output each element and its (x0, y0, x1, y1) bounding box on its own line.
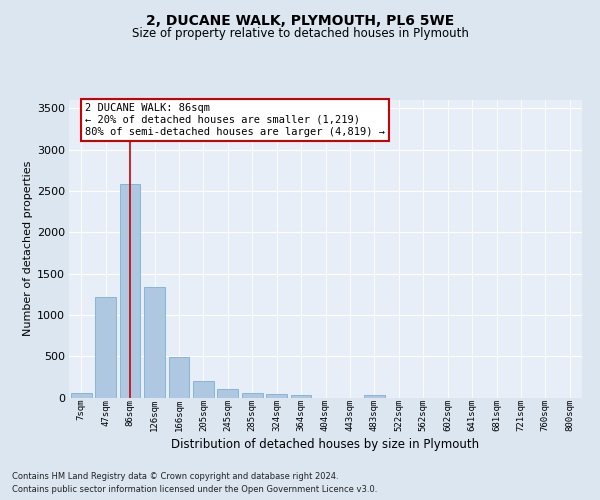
Bar (266, 394, 287, 398)
Text: Contains HM Land Registry data © Crown copyright and database right 2024.: Contains HM Land Registry data © Crown c… (12, 472, 338, 481)
Bar (119, 184, 140, 398)
Y-axis label: Number of detached properties: Number of detached properties (23, 161, 32, 336)
Bar (169, 357, 190, 398)
Bar (242, 394, 263, 398)
Bar (217, 389, 238, 398)
Bar (364, 394, 385, 398)
Bar (144, 287, 165, 398)
Bar (95, 296, 116, 398)
Text: 2, DUCANE WALK, PLYMOUTH, PL6 5WE: 2, DUCANE WALK, PLYMOUTH, PL6 5WE (146, 14, 454, 28)
Text: Contains public sector information licensed under the Open Government Licence v3: Contains public sector information licen… (12, 485, 377, 494)
Text: Size of property relative to detached houses in Plymouth: Size of property relative to detached ho… (131, 28, 469, 40)
Bar (290, 394, 311, 398)
Bar (193, 381, 214, 398)
X-axis label: Distribution of detached houses by size in Plymouth: Distribution of detached houses by size … (172, 438, 479, 451)
Text: 2 DUCANE WALK: 86sqm
← 20% of detached houses are smaller (1,219)
80% of semi-de: 2 DUCANE WALK: 86sqm ← 20% of detached h… (85, 104, 385, 136)
Bar (71, 394, 92, 398)
